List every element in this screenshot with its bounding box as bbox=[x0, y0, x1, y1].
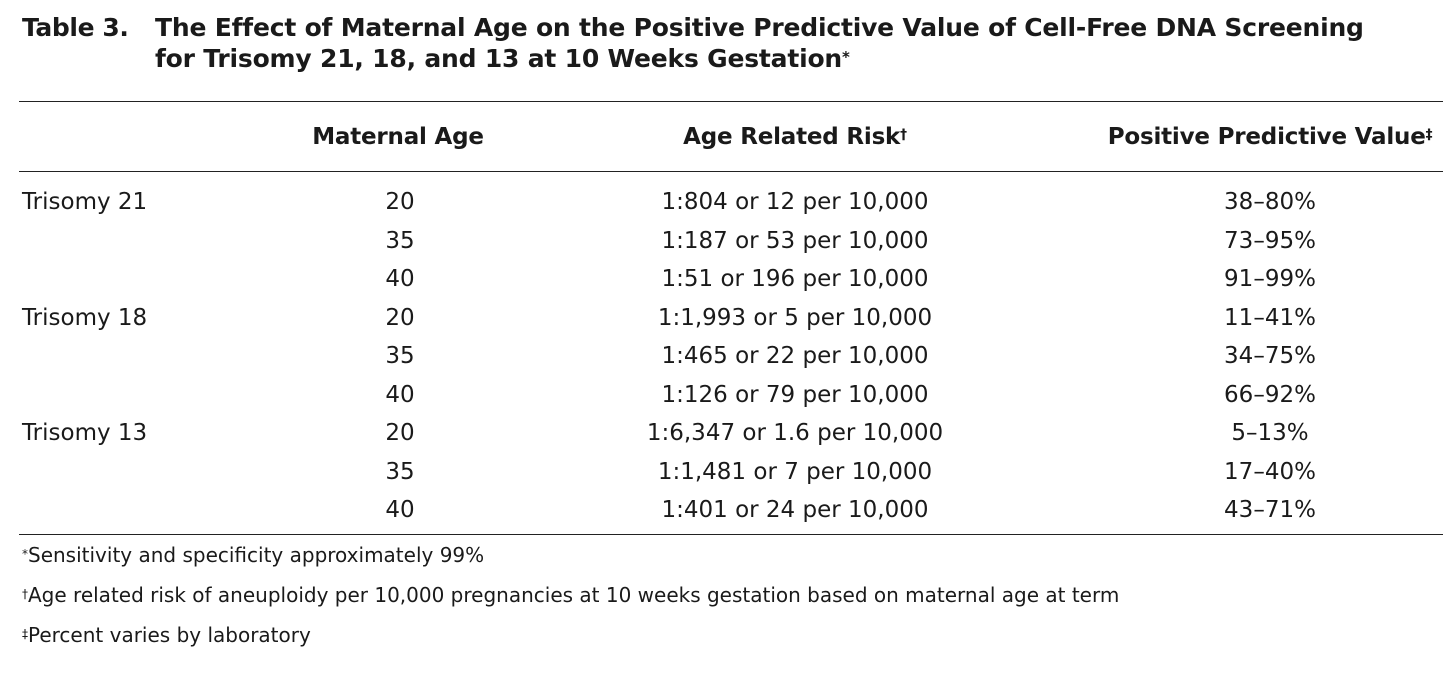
table-header-rule bbox=[19, 171, 1443, 172]
ppv-cell: 11–41% bbox=[1224, 304, 1316, 331]
maternal-age-cell: 40 bbox=[385, 266, 415, 292]
table-row: Trisomy 21 20 1:804 or 12 per 10,000 38–… bbox=[0, 187, 1456, 226]
footnote: ‡Percent varies by laboratory bbox=[22, 621, 1119, 661]
footnote-text: Sensitivity and specificity approximatel… bbox=[28, 543, 485, 567]
maternal-age-cell: 35 bbox=[385, 343, 415, 369]
age-risk-cell: 1:6,347 or 1.6 per 10,000 bbox=[646, 420, 944, 446]
row-group-label: Trisomy 18 bbox=[22, 304, 148, 331]
maternal-age-cell: 20 bbox=[385, 304, 415, 331]
column-header-ppv-label: Positive Predictive Value bbox=[1107, 124, 1426, 150]
ppv-cell: 91–99% bbox=[1224, 266, 1316, 292]
age-risk-cell: 1:187 or 53 per 10,000 bbox=[661, 227, 929, 254]
table-row: 35 1:187 or 53 per 10,000 73–95% bbox=[0, 226, 1456, 265]
age-risk-cell: 1:51 or 196 per 10,000 bbox=[661, 266, 929, 292]
ppv-cell: 66–92% bbox=[1224, 381, 1316, 408]
age-risk-cell: 1:465 or 22 per 10,000 bbox=[661, 343, 929, 369]
table-title-line-1: Table 3. The Effect of Maternal Age on th… bbox=[22, 12, 1442, 43]
table-top-rule bbox=[19, 101, 1443, 102]
ppv-cell: 73–95% bbox=[1224, 227, 1316, 254]
maternal-age-cell: 40 bbox=[385, 381, 415, 408]
column-header-age-related-risk: Age Related Risk† bbox=[645, 124, 945, 150]
footnote-text: Percent varies by laboratory bbox=[28, 623, 311, 647]
table-row: 35 1:1,481 or 7 per 10,000 17–40% bbox=[0, 457, 1456, 496]
table-footnotes: *Sensitivity and specificity approximate… bbox=[22, 541, 1119, 661]
ppv-cell: 43–71% bbox=[1224, 497, 1316, 523]
column-header-maternal-age: Maternal Age bbox=[298, 124, 498, 150]
table-row: 35 1:465 or 22 per 10,000 34–75% bbox=[0, 341, 1456, 380]
row-group-label: Trisomy 21 bbox=[22, 189, 148, 215]
maternal-age-cell: 35 bbox=[385, 458, 415, 485]
age-risk-cell: 1:1,481 or 7 per 10,000 bbox=[657, 458, 933, 485]
table-title-text-1: The Effect of Maternal Age on the Positi… bbox=[155, 13, 1364, 42]
table-row: 40 1:51 or 196 per 10,000 91–99% bbox=[0, 264, 1456, 303]
table-row: 40 1:401 or 24 per 10,000 43–71% bbox=[0, 495, 1456, 534]
title-footnote-mark: * bbox=[842, 47, 850, 66]
maternal-age-cell: 20 bbox=[385, 189, 415, 215]
age-risk-cell: 1:401 or 24 per 10,000 bbox=[661, 497, 929, 523]
table-label: Table 3. bbox=[22, 13, 129, 42]
ppv-cell: 38–80% bbox=[1224, 189, 1316, 215]
maternal-age-cell: 40 bbox=[385, 497, 415, 523]
footnote-mark: ‡ bbox=[22, 626, 28, 641]
ppv-cell: 34–75% bbox=[1224, 343, 1316, 369]
footnote-mark: † bbox=[22, 586, 28, 601]
double-dagger-mark: ‡ bbox=[1425, 127, 1433, 144]
table-title-text-2: for Trisomy 21, 18, and 13 at 10 Weeks G… bbox=[155, 44, 843, 73]
column-header-maternal-age-label: Maternal Age bbox=[312, 124, 484, 150]
table-bottom-rule bbox=[19, 534, 1443, 535]
table-row: 40 1:126 or 79 per 10,000 66–92% bbox=[0, 380, 1456, 419]
table-body: Trisomy 21 20 1:804 or 12 per 10,000 38–… bbox=[0, 187, 1456, 534]
age-risk-cell: 1:126 or 79 per 10,000 bbox=[661, 381, 929, 408]
footnote-mark: * bbox=[22, 546, 28, 561]
table-caption: Table 3. The Effect of Maternal Age on th… bbox=[22, 12, 1442, 74]
maternal-age-cell: 20 bbox=[385, 420, 415, 446]
footnote: *Sensitivity and specificity approximate… bbox=[22, 541, 1119, 581]
footnote-text: Age related risk of aneuploidy per 10,00… bbox=[28, 583, 1120, 607]
column-header-ppv: Positive Predictive Value‡ bbox=[1090, 124, 1450, 150]
age-risk-cell: 1:1,993 or 5 per 10,000 bbox=[657, 304, 933, 331]
footnote: †Age related risk of aneuploidy per 10,0… bbox=[22, 581, 1119, 621]
ppv-cell: 17–40% bbox=[1224, 458, 1316, 485]
row-group-label: Trisomy 13 bbox=[22, 420, 148, 446]
table-row: Trisomy 18 20 1:1,993 or 5 per 10,000 11… bbox=[0, 303, 1456, 342]
table-title-line-2: for Trisomy 21, 18, and 13 at 10 Weeks G… bbox=[22, 43, 1442, 74]
ppv-cell: 5–13% bbox=[1231, 420, 1309, 446]
dagger-mark: † bbox=[900, 127, 907, 144]
table-row: Trisomy 13 20 1:6,347 or 1.6 per 10,000 … bbox=[0, 418, 1456, 457]
column-header-age-related-risk-label: Age Related Risk bbox=[683, 124, 901, 150]
age-risk-cell: 1:804 or 12 per 10,000 bbox=[661, 189, 929, 215]
maternal-age-cell: 35 bbox=[385, 227, 415, 254]
